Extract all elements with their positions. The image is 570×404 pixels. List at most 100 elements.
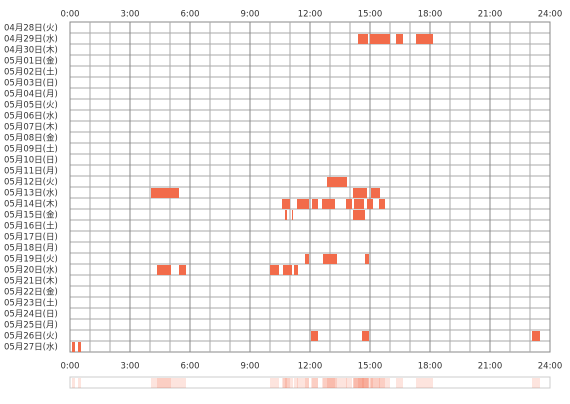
row-label: 05月14日(木): [4, 199, 58, 210]
activity-segment: [305, 254, 309, 264]
summary-strip: [69, 376, 551, 389]
activity-segment: [179, 265, 186, 275]
x-tick-label-top: 6:00: [180, 10, 199, 20]
summary-segment: [179, 378, 186, 388]
activity-segment: [346, 199, 352, 209]
row-label: 05月17日(日): [4, 233, 58, 243]
summary-segment: [282, 378, 290, 388]
summary-segment: [371, 378, 380, 388]
row-label: 05月15日(金): [4, 210, 58, 221]
summary-segment: [305, 378, 309, 388]
row-label: 05月04日(月): [4, 90, 58, 100]
x-tick-label-top: 9:00: [240, 10, 259, 20]
summary-segment: [379, 378, 385, 388]
x-tick-label-top: 12:00: [298, 10, 323, 20]
row-label: 05月25日(月): [4, 321, 58, 331]
activity-segment: [367, 199, 373, 209]
activity-segment: [354, 199, 364, 209]
activity-segment: [311, 331, 318, 341]
x-tick-label-bottom: 0:00: [60, 362, 79, 372]
summary-segment: [327, 378, 347, 388]
activity-segment: [370, 34, 390, 44]
activity-segment: [283, 265, 292, 275]
row-label: 05月19日(火): [4, 255, 58, 265]
activity-segment: [323, 254, 337, 264]
row-label: 05月13日(水): [4, 188, 58, 199]
row-label: 05月12日(火): [4, 178, 58, 188]
row-label: 05月10日(日): [4, 156, 58, 166]
activity-segment: [297, 199, 309, 209]
summary-segment: [365, 378, 369, 388]
x-tick-label-bottom: 12:00: [298, 362, 323, 372]
x-tick-label-bottom: 3:00: [120, 362, 139, 372]
row-label: 05月20日(水): [4, 265, 58, 276]
summary-segment: [353, 378, 367, 388]
summary-segment: [292, 378, 293, 388]
activity-segment: [379, 199, 385, 209]
summary-segment: [353, 378, 365, 388]
summary-segment: [297, 378, 309, 388]
summary-segment: [416, 378, 433, 388]
x-tick-label-bottom: 24:00: [538, 362, 563, 372]
x-tick-label-top: 21:00: [478, 10, 503, 20]
row-label: 05月26日(火): [4, 332, 58, 342]
activity-segment: [358, 34, 368, 44]
row-label: 05月22日(金): [4, 287, 58, 298]
summary-segment: [362, 378, 369, 388]
summary-segment: [370, 378, 390, 388]
activity-segment: [294, 265, 298, 275]
activity-segment: [285, 210, 287, 220]
row-label: 05月05日(火): [4, 101, 58, 111]
activity-segment: [312, 199, 318, 209]
summary-segment: [323, 378, 337, 388]
row-label: 05月21日(木): [4, 276, 58, 287]
x-tick-label-top: 18:00: [418, 10, 443, 20]
activity-segment: [270, 265, 279, 275]
activity-segment: [353, 210, 365, 220]
row-label: 05月11日(月): [4, 167, 58, 177]
activity-segment: [157, 265, 171, 275]
summary-segment: [354, 378, 364, 388]
activity-segment: [322, 199, 335, 209]
summary-segment: [367, 378, 373, 388]
summary-segment: [72, 378, 75, 388]
summary-segment: [294, 378, 298, 388]
activity-segment: [416, 34, 433, 44]
x-tick-label-bottom: 6:00: [180, 362, 199, 372]
row-label: 05月09日(土): [4, 144, 58, 155]
x-tick-label-top: 15:00: [358, 10, 383, 20]
x-tick-label-top: 24:00: [538, 10, 563, 20]
summary-segment: [532, 378, 540, 388]
row-label: 05月02日(土): [4, 67, 58, 78]
activity-segment: [371, 188, 380, 198]
row-label: 05月01日(金): [4, 56, 58, 67]
summary-segment: [285, 378, 287, 388]
row-label: 04月28日(火): [4, 24, 58, 34]
activity-segment: [327, 177, 347, 187]
row-label: 05月16日(土): [4, 221, 58, 232]
x-tick-label-bottom: 21:00: [478, 362, 503, 372]
row-label: 05月27日(水): [4, 342, 58, 353]
x-tick-label-bottom: 9:00: [240, 362, 259, 372]
x-tick-label-bottom: 15:00: [358, 362, 383, 372]
summary-segment: [270, 378, 279, 388]
row-label: 05月24日(日): [4, 310, 58, 320]
summary-segment: [358, 378, 368, 388]
row-label: 04月30日(木): [4, 45, 58, 56]
summary-segment: [283, 378, 292, 388]
summary-segment: [311, 378, 318, 388]
activity-segment: [532, 331, 540, 341]
activity-segment: [292, 210, 293, 220]
row-label: 05月18日(月): [4, 244, 58, 254]
row-label: 05月07日(木): [4, 122, 58, 133]
summary-segment: [157, 378, 171, 388]
row-label: 04月29日(水): [4, 34, 58, 45]
row-label: 05月08日(金): [4, 133, 58, 144]
x-tick-label-top: 3:00: [120, 10, 139, 20]
summary-segment: [78, 378, 81, 388]
activity-segment: [396, 34, 403, 44]
activity-segment: [282, 199, 290, 209]
summary-segment: [322, 378, 335, 388]
row-label: 05月23日(土): [4, 298, 58, 309]
